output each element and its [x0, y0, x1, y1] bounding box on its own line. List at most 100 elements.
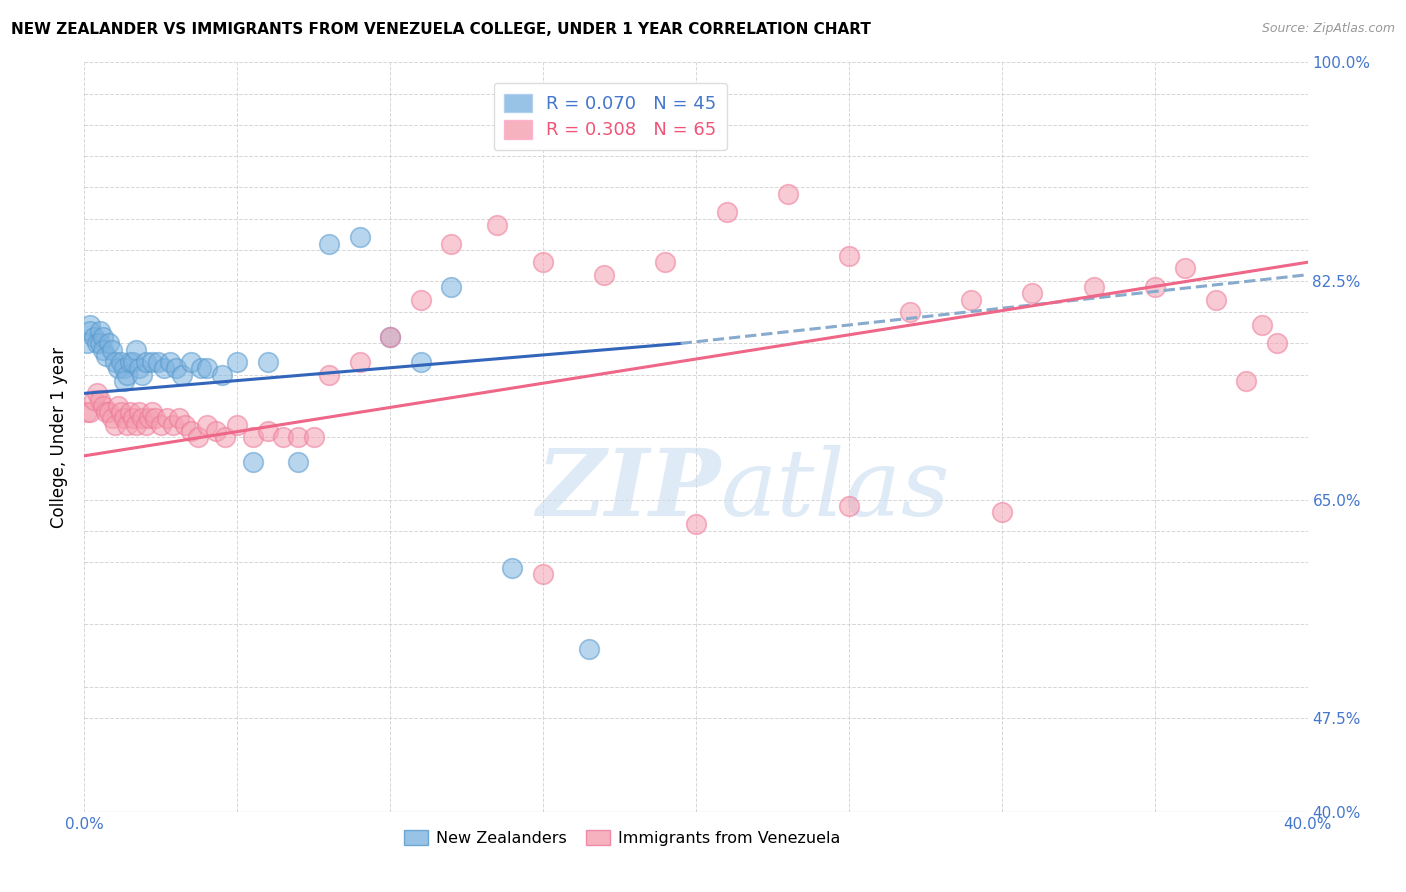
Point	[104, 355, 127, 369]
Point	[97, 405, 120, 419]
Point	[107, 399, 129, 413]
Point	[287, 430, 309, 444]
Point	[409, 355, 432, 369]
Point	[138, 411, 160, 425]
Point	[531, 567, 554, 582]
Point	[94, 405, 117, 419]
Point	[162, 417, 184, 432]
Point	[165, 361, 187, 376]
Point	[1021, 286, 1043, 301]
Point	[214, 430, 236, 444]
Point	[1205, 293, 1227, 307]
Point	[531, 255, 554, 269]
Legend: New Zealanders, Immigrants from Venezuela: New Zealanders, Immigrants from Venezuel…	[398, 824, 846, 853]
Point	[149, 417, 172, 432]
Point	[112, 374, 135, 388]
Point	[440, 236, 463, 251]
Point	[174, 417, 197, 432]
Point	[180, 424, 202, 438]
Point	[960, 293, 983, 307]
Point	[578, 642, 600, 657]
Point	[83, 330, 105, 344]
Point	[89, 392, 111, 407]
Point	[380, 330, 402, 344]
Point	[97, 336, 120, 351]
Point	[107, 361, 129, 376]
Point	[380, 330, 402, 344]
Point	[110, 355, 132, 369]
Point	[1083, 280, 1105, 294]
Point	[349, 230, 371, 244]
Point	[287, 455, 309, 469]
Point	[195, 361, 218, 376]
Point	[349, 355, 371, 369]
Point	[120, 405, 142, 419]
Point	[89, 324, 111, 338]
Point	[159, 355, 181, 369]
Y-axis label: College, Under 1 year: College, Under 1 year	[51, 346, 69, 528]
Point	[302, 430, 325, 444]
Point	[991, 505, 1014, 519]
Point	[838, 499, 860, 513]
Point	[86, 336, 108, 351]
Point	[76, 336, 98, 351]
Point	[115, 368, 138, 382]
Point	[1143, 280, 1166, 294]
Point	[128, 405, 150, 419]
Point	[1250, 318, 1272, 332]
Point	[486, 218, 509, 232]
Point	[110, 405, 132, 419]
Point	[257, 424, 280, 438]
Point	[211, 368, 233, 382]
Point	[94, 349, 117, 363]
Point	[143, 411, 166, 425]
Point	[146, 355, 169, 369]
Point	[79, 405, 101, 419]
Point	[156, 411, 179, 425]
Text: NEW ZEALANDER VS IMMIGRANTS FROM VENEZUELA COLLEGE, UNDER 1 YEAR CORRELATION CHA: NEW ZEALANDER VS IMMIGRANTS FROM VENEZUE…	[11, 22, 872, 37]
Point	[242, 430, 264, 444]
Point	[1174, 261, 1197, 276]
Point	[122, 355, 145, 369]
Point	[195, 417, 218, 432]
Point	[205, 424, 228, 438]
Point	[257, 355, 280, 369]
Text: atlas: atlas	[720, 444, 950, 534]
Point	[271, 430, 294, 444]
Point	[838, 249, 860, 263]
Point	[79, 318, 101, 332]
Point	[135, 355, 157, 369]
Point	[86, 386, 108, 401]
Point	[1236, 374, 1258, 388]
Point	[120, 355, 142, 369]
Point	[318, 236, 340, 251]
Point	[122, 411, 145, 425]
Point	[440, 280, 463, 294]
Point	[79, 324, 101, 338]
Point	[409, 293, 432, 307]
Point	[128, 361, 150, 376]
Point	[593, 268, 616, 282]
Point	[898, 305, 921, 319]
Point	[153, 361, 176, 376]
Point	[502, 561, 524, 575]
Point	[226, 355, 249, 369]
Point	[115, 417, 138, 432]
Point	[172, 368, 194, 382]
Text: Source: ZipAtlas.com: Source: ZipAtlas.com	[1261, 22, 1395, 36]
Point	[131, 368, 153, 382]
Point	[131, 411, 153, 425]
Point	[91, 343, 114, 357]
Point	[89, 336, 111, 351]
Point	[125, 417, 148, 432]
Point	[112, 361, 135, 376]
Point	[654, 255, 676, 269]
Point	[242, 455, 264, 469]
Point	[101, 343, 124, 357]
Point	[141, 355, 163, 369]
Point	[180, 355, 202, 369]
Point	[318, 368, 340, 382]
Point	[91, 399, 114, 413]
Point	[141, 405, 163, 419]
Point	[91, 330, 114, 344]
